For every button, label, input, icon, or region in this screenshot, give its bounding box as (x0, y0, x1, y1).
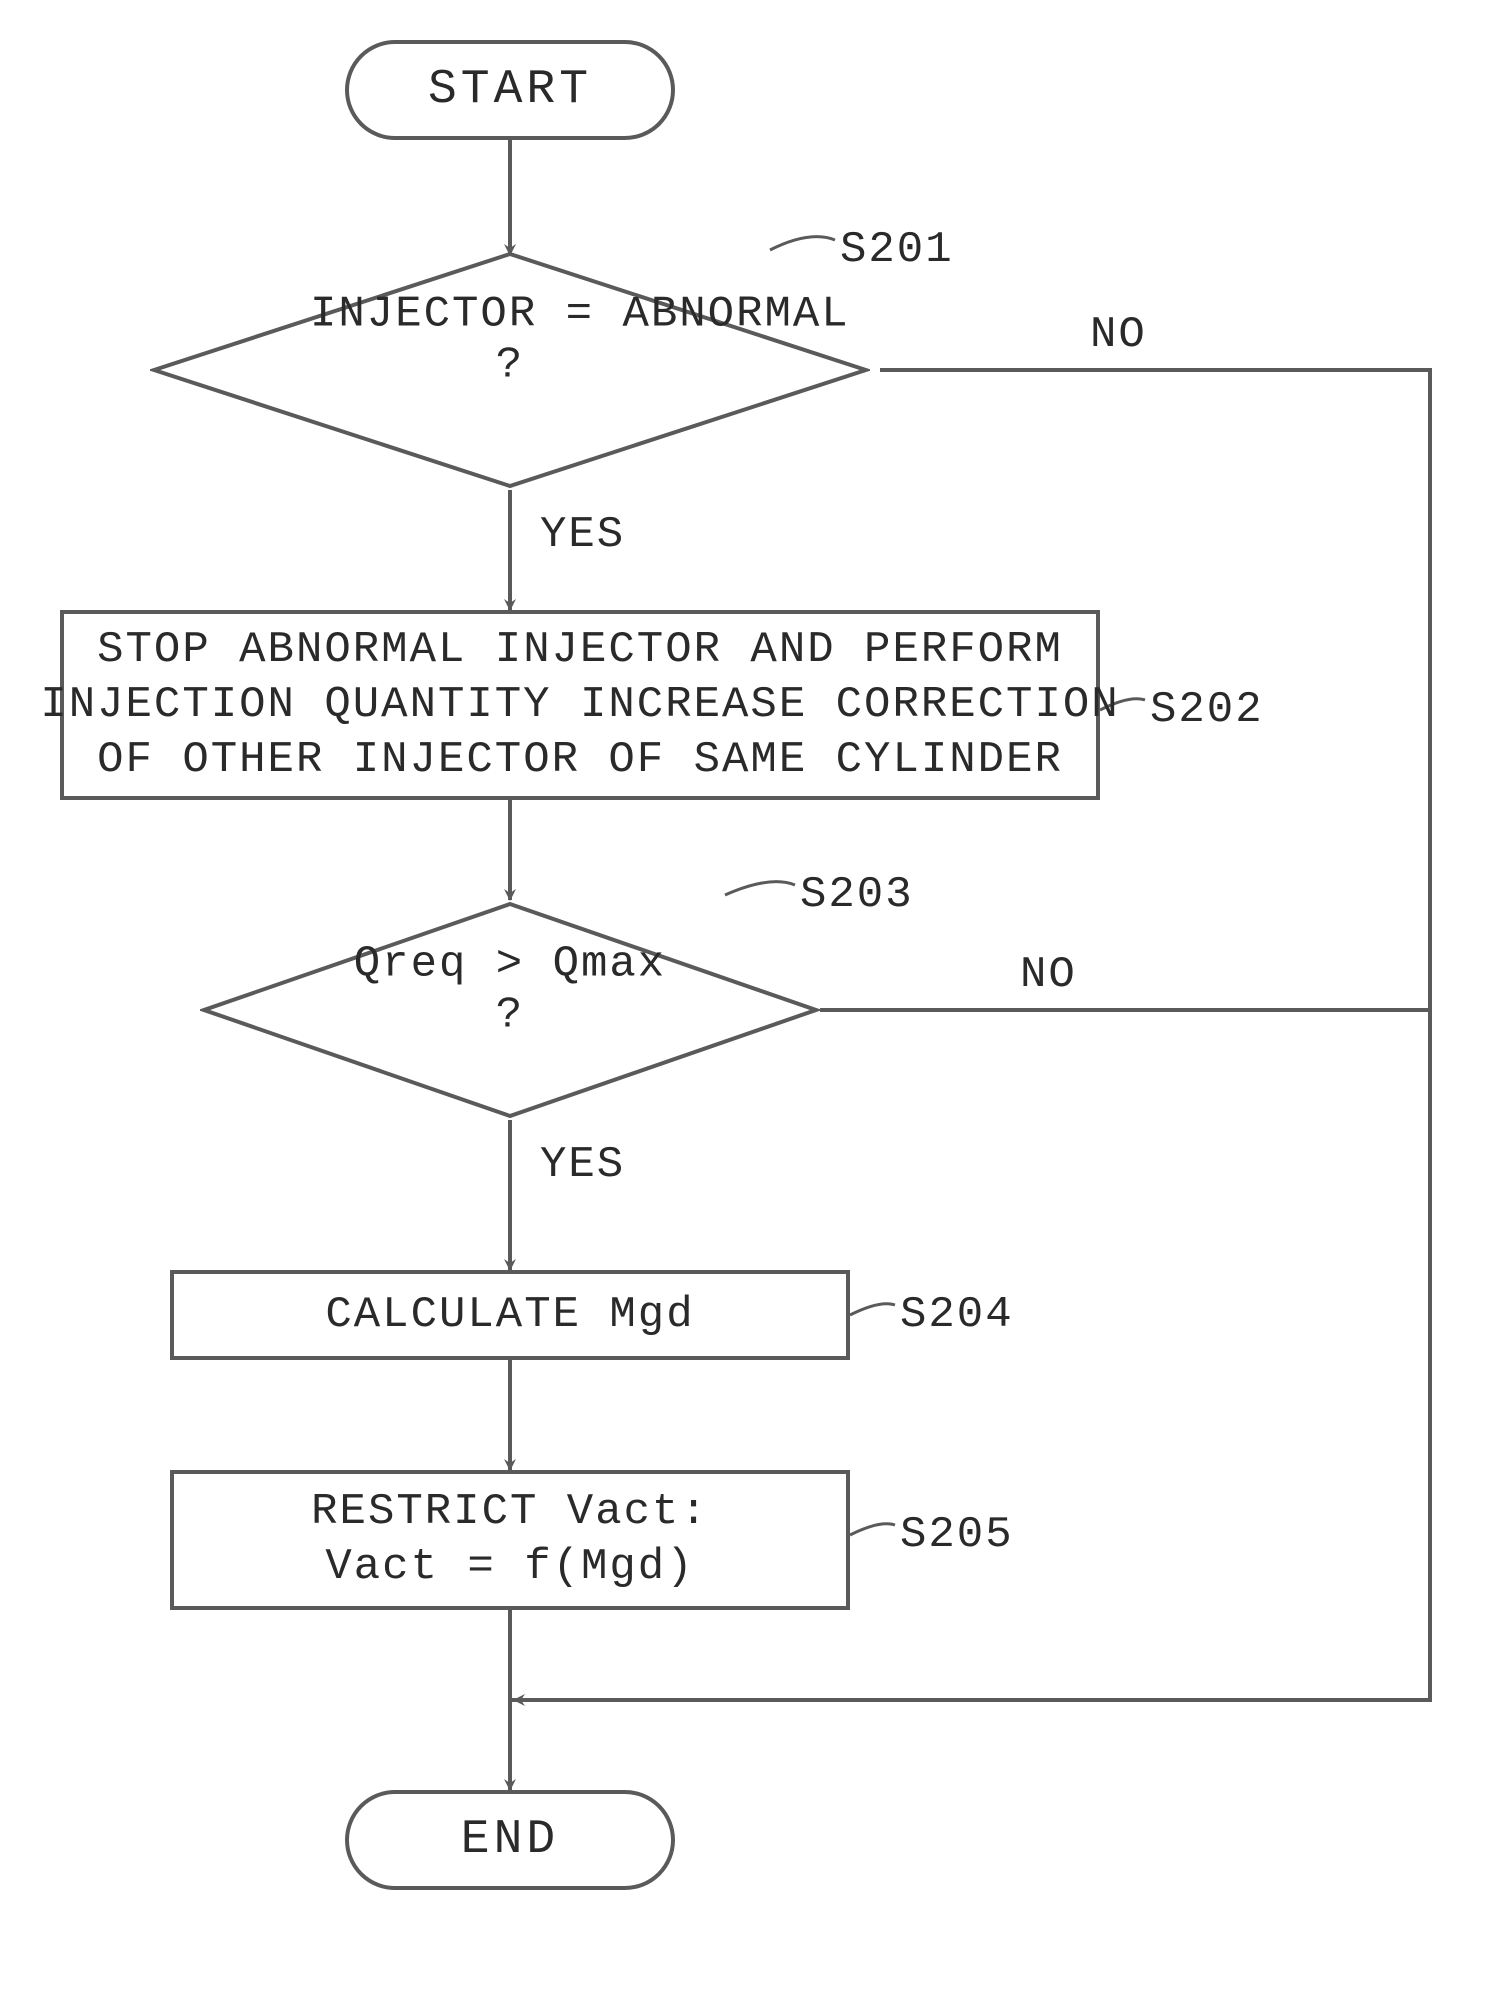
start-label: START (428, 63, 592, 117)
step-label-s202: S202 (1150, 685, 1264, 735)
process-s202: STOP ABNORMAL INJECTOR AND PERFORMINJECT… (60, 610, 1100, 800)
step-label-s204: S204 (900, 1290, 1014, 1340)
branch-label-s201-yes: YES (540, 510, 625, 560)
end-terminal: END (345, 1790, 675, 1890)
step-label-s203: S203 (800, 870, 914, 920)
process-s205-text: RESTRICT Vact:Vact = f(Mgd) (311, 1485, 709, 1595)
process-s205: RESTRICT Vact:Vact = f(Mgd) (170, 1470, 850, 1610)
process-s204-text: CALCULATE Mgd (325, 1288, 694, 1343)
start-terminal: START (345, 40, 675, 140)
process-s202-text: STOP ABNORMAL INJECTOR AND PERFORMINJECT… (40, 623, 1119, 788)
decision-s201: INJECTOR = ABNORMAL? (310, 280, 710, 460)
decision-s203-text: Qreq > Qmax? (354, 939, 666, 1040)
step-label-s201: S201 (840, 225, 954, 275)
end-label: END (461, 1813, 559, 1867)
branch-label-s201-no: NO (1090, 310, 1147, 360)
process-s204: CALCULATE Mgd (170, 1270, 850, 1360)
decision-s203: Qreq > Qmax? (335, 920, 685, 1100)
branch-label-s203-no: NO (1020, 950, 1077, 1000)
branch-label-s203-yes: YES (540, 1140, 625, 1190)
step-label-s205: S205 (900, 1510, 1014, 1560)
